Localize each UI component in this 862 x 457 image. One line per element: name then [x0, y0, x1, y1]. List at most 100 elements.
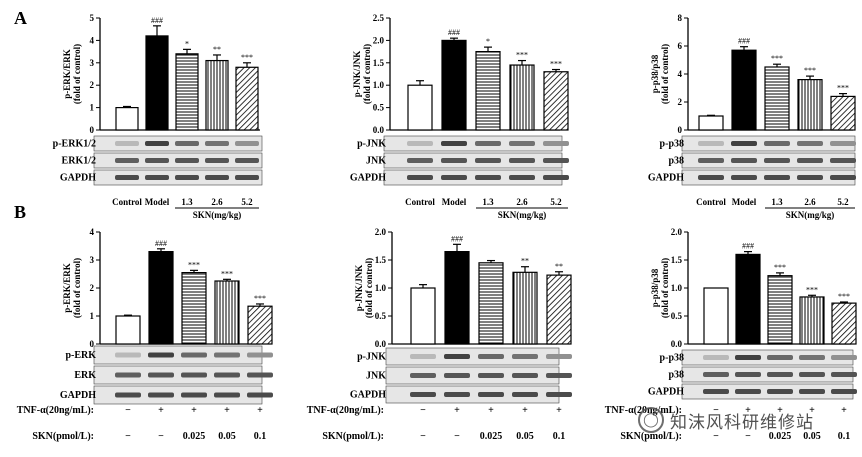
blot-band — [235, 175, 259, 180]
y-tick-label: 0.0 — [375, 339, 387, 349]
bar-5 — [247, 305, 273, 345]
bar-1 — [410, 287, 436, 345]
blot-label: GAPDH — [648, 387, 684, 398]
blot-band — [731, 175, 757, 180]
treatment-value: 0.05 — [218, 431, 236, 442]
blot-band — [410, 392, 436, 397]
blot-band — [767, 389, 793, 394]
blot-label: p-p38 — [660, 353, 684, 364]
bar-2.6 — [797, 78, 823, 131]
y-tick-label: 0.5 — [671, 311, 683, 321]
blot-band — [148, 372, 174, 378]
blot-band — [115, 372, 141, 378]
blot-band — [247, 372, 273, 378]
blot-band — [698, 175, 724, 180]
x-tick-label: 1.3 — [181, 197, 193, 207]
bar-1 — [115, 315, 141, 345]
blot-band — [444, 392, 470, 397]
blot-band — [478, 354, 504, 359]
blot-band — [543, 141, 569, 146]
blot-band — [735, 389, 761, 394]
y-axis-label: (fold of control) — [72, 44, 82, 104]
x-group-label: SKN(mg/kg) — [786, 210, 835, 220]
chart-a2: 0.0 0.5 1.0 1.5 2.0 2.5 p-JNK/JNK (fold of cont… — [350, 13, 569, 220]
panel-label-a: A — [14, 8, 27, 28]
blot-band — [509, 158, 535, 163]
y-axis-label: p-JNK/JNK — [352, 51, 362, 98]
y-tick-label: 4 — [90, 227, 95, 237]
treatment-value: 0.1 — [254, 431, 267, 442]
blot-band — [546, 373, 572, 378]
bar-control — [407, 84, 433, 131]
y-tick-label: 0.5 — [373, 103, 385, 113]
treatment-value: + — [745, 405, 751, 416]
treatment-value: 0.1 — [838, 431, 851, 442]
chat-bubble-icon: ◯ — [638, 407, 664, 433]
blot-label: JNK — [366, 156, 386, 167]
y-tick-label: 1.0 — [671, 283, 683, 293]
treatment-value: + — [841, 405, 847, 416]
bar-5 — [831, 302, 857, 345]
significance-label: ** — [555, 262, 563, 271]
treatment-value: + — [556, 405, 562, 416]
blot-band — [512, 392, 538, 397]
bar-2 — [148, 251, 174, 345]
treatment-value: − — [125, 405, 131, 416]
significance-label: * — [185, 39, 189, 48]
y-axis-label: (fold of control) — [660, 44, 670, 104]
blot-band — [410, 354, 436, 359]
x-tick-label: Control — [696, 197, 726, 207]
y-axis-label: (fold of control) — [660, 258, 670, 318]
blot-band — [235, 158, 259, 163]
treatment-value: + — [777, 405, 783, 416]
y-tick-label: 3 — [90, 255, 95, 265]
treatment-value: + — [158, 405, 164, 416]
treatment-label: TNF-α(20ng/mL): — [307, 405, 384, 416]
bar-control — [115, 106, 139, 131]
blot-band — [444, 373, 470, 378]
significance-label: ### — [151, 16, 163, 25]
blot-band — [478, 392, 504, 397]
blot-band — [799, 389, 825, 394]
y-axis-label: p-JNK/JNK — [354, 265, 364, 312]
y-tick-label: 0.0 — [373, 125, 385, 135]
blot-band — [247, 352, 273, 358]
y-tick-label: 2 — [90, 283, 95, 293]
y-axis-label: (fold of control) — [364, 258, 374, 318]
blot-band — [407, 158, 433, 163]
blot-band — [731, 141, 757, 146]
bar-model — [731, 49, 757, 131]
blot-band — [214, 352, 240, 358]
blot-band — [148, 392, 174, 398]
blot-band — [731, 158, 757, 163]
bar-5 — [546, 274, 572, 345]
blot-band — [698, 141, 724, 146]
blot-label: GAPDH — [350, 173, 386, 184]
chart-b1: 0 1 2 3 4 p-ERK/ERK (fold of control) ### *** ***… — [17, 227, 273, 442]
blot-band — [475, 158, 501, 163]
blot-band — [764, 158, 790, 163]
blot-band — [205, 175, 229, 180]
y-tick-label: 1.5 — [671, 255, 683, 265]
blot-band — [512, 373, 538, 378]
treatment-value: − — [713, 431, 719, 442]
blot-band — [831, 372, 857, 377]
blot-band — [181, 372, 207, 378]
chart-b3: 0.0 0.5 1.0 1.5 2.0 p-p38/p38 (fold of control… — [605, 227, 857, 442]
treatment-value: 0.1 — [553, 431, 566, 442]
treatment-value: + — [257, 405, 263, 416]
significance-label: *** — [774, 263, 786, 272]
blot-band — [735, 355, 761, 360]
treatment-value: 0.025 — [480, 431, 503, 442]
blot-band — [478, 373, 504, 378]
blot-band — [799, 372, 825, 377]
y-tick-label: 5 — [90, 13, 95, 23]
blot-label: p-p38 — [660, 139, 684, 150]
blot-band — [475, 141, 501, 146]
blot-band — [797, 175, 823, 180]
blot-band — [214, 392, 240, 398]
y-tick-label: 2 — [678, 97, 683, 107]
bar-2.6 — [205, 59, 229, 131]
